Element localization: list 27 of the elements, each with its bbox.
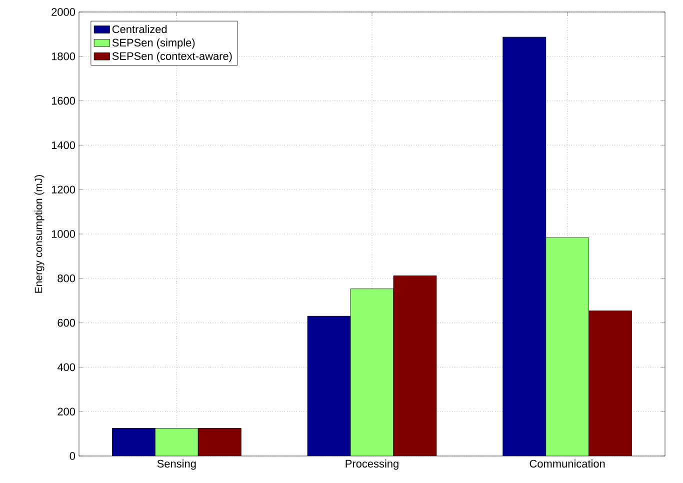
y-tick-label: 600 [58, 318, 76, 327]
bar [546, 238, 590, 456]
y-tick-label: 0 [70, 452, 76, 460]
bar [350, 288, 394, 456]
bar [112, 428, 156, 456]
x-tick-label: Sensing [157, 460, 196, 470]
y-tick-label: 1800 [52, 52, 76, 60]
legend-label: SEPSen (context-aware) [112, 52, 232, 62]
legend-label: Centralized [112, 25, 167, 34]
x-tick-label: Processing [346, 460, 398, 470]
y-tick-label: 1600 [52, 96, 76, 105]
y-tick-label: 1400 [52, 141, 76, 150]
bar [154, 428, 198, 456]
y-tick-label: 1000 [52, 230, 76, 238]
bar [307, 316, 351, 456]
bar [588, 310, 632, 456]
bar [502, 36, 546, 456]
legend-label: SEPSen (simple) [112, 38, 195, 49]
bar [393, 276, 437, 456]
y-tick-label: 400 [57, 363, 76, 372]
x-tick-label: Communication [530, 460, 605, 468]
y-tick-label: 2000 [52, 8, 76, 16]
y-tick-label: 1200 [52, 186, 76, 194]
bar [198, 428, 242, 456]
y-axis-title: Energy consumption (mJ) [34, 175, 44, 293]
y-tick-label: 800 [58, 274, 76, 282]
y-tick-label: 200 [58, 408, 76, 416]
